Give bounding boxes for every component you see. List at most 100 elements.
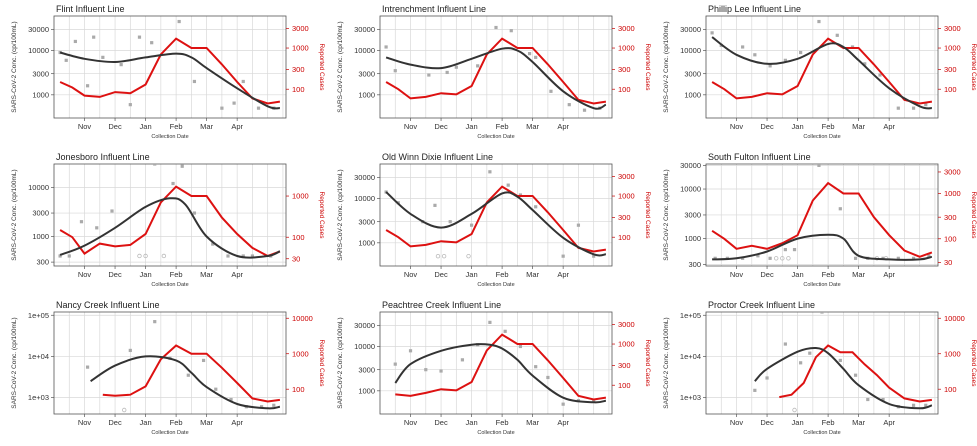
sample-point [128, 103, 132, 107]
y-right-tick-label: 100 [618, 381, 631, 390]
y-tick-label: 1000 [32, 90, 49, 99]
sample-point [448, 220, 452, 224]
sample-point [469, 223, 474, 227]
y-right-tick-label: 1000 [944, 44, 961, 53]
sample-point [534, 55, 538, 59]
chart-title: Proctor Creek Influent Line [708, 300, 815, 310]
x-tick-label: Dec [108, 270, 122, 279]
sample-point [817, 19, 821, 24]
y-axis-label: SARS-CoV-2 Conc. (cp/100mL) [11, 21, 18, 112]
sample-point [866, 397, 870, 402]
x-tick-label: Feb [170, 270, 183, 279]
chart-panel: South Fulton Influent Line 30000 10000 3000… [656, 150, 977, 298]
plot-area [85, 320, 281, 413]
x-tick-label: Feb [822, 418, 835, 427]
y-right-tick-label: 3000 [292, 24, 309, 33]
y-right-tick-label: 1000 [618, 340, 635, 349]
chart-panel: Phillip Lee Influent Line 30000 10000 3000 1… [656, 2, 977, 150]
y-tick-label: 10000 [28, 46, 49, 55]
chart-title: Flint Influent Line [56, 4, 125, 14]
chart-svg: Flint Influent Line 30000 10000 3000 1000 300… [11, 4, 325, 140]
x-tick-label: Jan [140, 122, 152, 131]
y-right-tick-label: 300 [618, 213, 631, 222]
y-right-axis-label: Reported Cases [644, 192, 651, 240]
y-tick-label: 10000 [28, 183, 49, 192]
sample-point [137, 35, 142, 39]
y-tick-label: 3000 [358, 365, 375, 374]
sample-point [756, 254, 760, 258]
sample-point [408, 349, 413, 353]
x-tick-label: Feb [822, 270, 835, 279]
sample-point [799, 50, 803, 55]
sample-point [896, 256, 900, 260]
x-tick-label: Apr [883, 122, 895, 131]
x-axis-label: Collection Date [803, 282, 840, 288]
plot-area [58, 19, 281, 110]
y-right-axis-label: Reported Cases [318, 192, 325, 240]
plot-frame [379, 311, 613, 415]
y-tick-label: 10000 [354, 46, 375, 55]
sample-point-nondetect [441, 253, 447, 259]
x-tick-label: Jan [140, 270, 152, 279]
plot-frame [379, 163, 613, 267]
chart-svg: Old Winn Dixie Influent Line 30000 10000 30… [337, 152, 651, 288]
sample-point [153, 164, 157, 166]
y-right-tick-label: 10000 [292, 314, 313, 323]
x-tick-label: Feb [496, 122, 509, 131]
x-tick-label: Nov [78, 122, 92, 131]
sample-point [713, 256, 717, 260]
sample-point [67, 254, 71, 258]
x-tick-label: Mar [852, 418, 865, 427]
y-tick-label: 300 [36, 258, 49, 267]
y-axis-label: SARS-CoV-2 Conc. (cp/100mL) [663, 169, 670, 260]
y-axis-label: SARS-CoV-2 Conc. (cp/100mL) [663, 317, 670, 408]
x-tick-label: Apr [231, 270, 243, 279]
chart-panel: Peachtree Creek Influent Line 30000 10000 3… [330, 298, 652, 446]
x-tick-label: Apr [883, 418, 895, 427]
x-tick-label: Jan [140, 418, 152, 427]
y-tick-label: 10000 [354, 194, 375, 203]
y-right-tick-label: 300 [944, 213, 957, 222]
x-tick-label: Nov [78, 270, 92, 279]
y-tick-label: 30000 [354, 321, 375, 330]
sample-point [445, 70, 449, 75]
y-right-tick-label: 300 [292, 65, 305, 74]
x-tick-label: Feb [170, 122, 183, 131]
y-right-axis-label: Reported Cases [318, 44, 325, 92]
chart-title: Jonesboro Influent Line [56, 152, 150, 162]
x-tick-label: Jan [466, 122, 478, 131]
chart-svg: Nancy Creek Influent Line 1e+05 1e+04 1e+03… [11, 300, 325, 436]
y-tick-label: 1000 [684, 90, 701, 99]
y-right-tick-label: 300 [618, 361, 631, 370]
y-right-tick-label: 100 [292, 385, 305, 394]
y-tick-label: 1e+04 [680, 352, 701, 361]
x-tick-label: Feb [822, 122, 835, 131]
sample-point [503, 329, 507, 333]
x-tick-label: Nov [78, 418, 92, 427]
x-tick-label: Jan [466, 270, 478, 279]
x-tick-label: Apr [557, 418, 569, 427]
x-tick-label: Nov [730, 122, 744, 131]
y-right-tick-label: 1000 [292, 192, 309, 201]
chart-svg: South Fulton Influent Line 30000 10000 3000… [663, 152, 977, 288]
plot-frame [53, 163, 287, 267]
sample-point [546, 375, 550, 380]
sample-point [393, 362, 397, 366]
sample-point [384, 45, 388, 49]
sample-point [192, 211, 197, 215]
x-tick-label: Mar [526, 418, 539, 427]
sample-point [853, 256, 858, 260]
sample-point [768, 64, 772, 68]
chart-svg: Proctor Creek Influent Line 1e+05 1e+04 1e+… [663, 300, 977, 436]
x-tick-label: Dec [760, 122, 774, 131]
sample-point [73, 39, 77, 44]
plot-area [384, 25, 607, 112]
x-tick-label: Mar [200, 122, 213, 131]
y-right-tick-label: 100 [944, 85, 957, 94]
sample-point [582, 108, 587, 112]
x-tick-label: Jan [792, 270, 804, 279]
y-axis-label: SARS-CoV-2 Conc. (cp/100mL) [337, 169, 344, 260]
y-tick-label: 300 [688, 260, 701, 269]
sample-point [592, 254, 596, 258]
